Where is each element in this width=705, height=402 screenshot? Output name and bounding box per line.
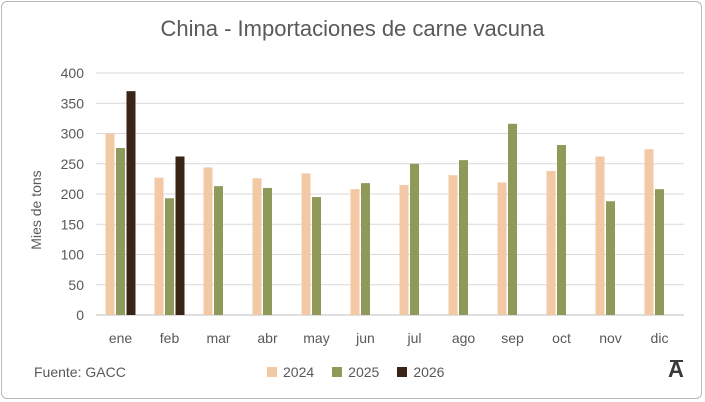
legend-label: 2025 (348, 364, 380, 380)
x-tick-label: ago (452, 330, 476, 346)
x-tick-label: feb (160, 330, 180, 346)
chart-title: China - Importaciones de carne vacuna (160, 16, 545, 41)
x-tick-label: oct (552, 330, 571, 346)
bar-2025-abr (263, 187, 272, 315)
y-tick-label: 50 (68, 277, 84, 293)
bar-2024-jul (399, 184, 409, 315)
bar-2024-jun (350, 189, 360, 315)
legend-swatch (267, 367, 277, 377)
y-tick-label: 0 (76, 307, 84, 323)
bar-2024-feb (154, 177, 164, 315)
y-tick-label: 100 (61, 247, 85, 263)
brand-logo: A (668, 357, 684, 382)
bar-2026-feb (175, 156, 185, 315)
x-tick-label: dic (651, 330, 669, 346)
bar-2025-dic (655, 189, 664, 315)
source-note: Fuente: GACC (34, 364, 126, 380)
x-tick-label: sep (501, 330, 524, 346)
legend-item-2024: 2024 (267, 364, 314, 380)
legend-item-2025: 2025 (332, 364, 379, 380)
y-tick-label: 150 (61, 216, 85, 232)
y-tick-label: 400 (61, 65, 85, 81)
x-tick-label: jul (406, 330, 421, 346)
x-tick-label: nov (599, 330, 622, 346)
bar-2024-ene (105, 133, 115, 315)
y-tick-label: 250 (61, 156, 85, 172)
logo-macron (670, 360, 683, 362)
bar-2024-abr (252, 178, 262, 315)
bar-2025-ene (116, 148, 125, 315)
x-tick-label: ene (109, 330, 133, 346)
chart-legend: 2024 2025 2026 (267, 364, 444, 380)
bar-2024-may (301, 173, 311, 315)
bar-2025-jul (410, 163, 419, 315)
bar-2025-sep (508, 123, 517, 315)
legend-swatch (397, 367, 408, 377)
bar-2024-nov (595, 156, 605, 315)
bar-2025-ago (459, 160, 468, 315)
bar-2024-sep (497, 182, 507, 315)
x-tick-label: mar (206, 330, 230, 346)
x-tick-label: abr (257, 330, 278, 346)
bar-2024-ago (448, 175, 458, 315)
legend-swatch (332, 367, 343, 377)
bar-2024-dic (644, 149, 654, 315)
bar-2025-oct (557, 144, 566, 315)
legend-label: 2026 (413, 364, 445, 380)
bar-2025-may (312, 197, 321, 315)
y-tick-label: 200 (61, 186, 85, 202)
bar-2024-mar (203, 167, 213, 315)
bar-2025-nov (606, 201, 615, 315)
y-tick-label: 350 (61, 95, 85, 111)
bar-2025-feb (165, 198, 174, 315)
bar-2024-oct (546, 171, 556, 315)
x-tick-label: jun (355, 330, 375, 346)
y-tick-label: 300 (61, 126, 85, 142)
legend-label: 2024 (283, 364, 315, 380)
bar-2025-jun (361, 183, 370, 315)
bar-2026-ene (126, 91, 136, 316)
legend-item-2026: 2026 (397, 364, 444, 380)
x-tick-label: may (303, 330, 329, 346)
bar-2025-mar (214, 186, 223, 315)
